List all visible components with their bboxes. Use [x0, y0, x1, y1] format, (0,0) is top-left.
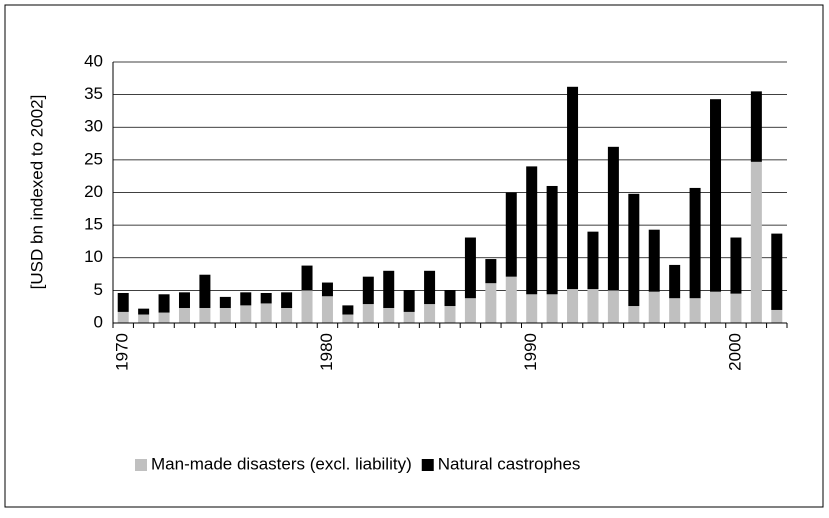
- bar-segment: [321, 282, 333, 297]
- x-tick-label: 2000: [725, 333, 744, 371]
- bar-segment: [526, 294, 538, 323]
- bar-segment: [301, 265, 313, 291]
- bar-segment: [607, 290, 619, 323]
- bar-segment: [710, 291, 722, 323]
- bar-segment: [587, 289, 599, 323]
- bar-segment: [178, 292, 190, 308]
- bar-segment: [403, 311, 415, 323]
- x-tick-label: 1990: [521, 333, 540, 371]
- bar-segment: [281, 292, 293, 308]
- y-tick-label: 25: [84, 149, 103, 168]
- bar-segment: [464, 237, 476, 299]
- bar-segment: [628, 193, 640, 307]
- frame: [4, 4, 824, 508]
- bar-segment: [771, 233, 783, 310]
- bar-segment: [321, 296, 333, 323]
- bar-segment: [669, 298, 681, 323]
- bar-segment: [485, 283, 497, 323]
- bar-segment: [669, 264, 681, 299]
- bar-segment: [158, 312, 170, 323]
- bar-segment: [138, 314, 150, 323]
- bar-segment: [362, 276, 374, 305]
- bar-segment: [526, 166, 538, 295]
- bar-segment: [607, 146, 619, 291]
- bar-segment: [730, 237, 742, 294]
- legend-swatch: [135, 459, 147, 471]
- legend-label: Man-made disasters (excl. liability): [151, 454, 412, 473]
- y-tick-label: 5: [94, 280, 103, 299]
- bar-segment: [260, 292, 272, 304]
- y-tick-label: 10: [84, 247, 103, 266]
- bar-segment: [362, 304, 374, 323]
- bar-segment: [178, 307, 190, 323]
- bar-segment: [587, 231, 599, 290]
- bar-segment: [301, 290, 313, 323]
- bar-segment: [424, 304, 436, 323]
- bar-segment: [424, 270, 436, 305]
- bar-segment: [199, 274, 211, 308]
- y-tick-label: 35: [84, 84, 103, 103]
- bar-segment: [567, 289, 579, 323]
- x-tick-label: 1970: [113, 333, 132, 371]
- bar-segment: [383, 270, 395, 308]
- bar-segment: [444, 290, 456, 307]
- bar-segment: [199, 307, 211, 323]
- x-tick-label: 1980: [317, 333, 336, 371]
- bar-segment: [158, 294, 170, 313]
- bar-segment: [750, 161, 762, 323]
- bar-segment: [464, 298, 476, 323]
- bar-segment: [567, 86, 579, 290]
- y-tick-label: 30: [84, 117, 103, 136]
- bar-segment: [260, 303, 272, 323]
- y-tick-label: 20: [84, 182, 103, 201]
- bar-segment: [628, 306, 640, 323]
- bar-segment: [444, 306, 456, 323]
- y-tick-label: 0: [94, 312, 103, 331]
- bar-segment: [546, 185, 558, 295]
- bar-segment: [219, 296, 231, 308]
- bar-segment: [648, 229, 660, 292]
- bar-segment: [485, 259, 497, 284]
- bar-segment: [648, 291, 660, 323]
- bar-segment: [240, 292, 252, 306]
- bar-segment: [117, 311, 129, 323]
- bar-segment: [403, 290, 415, 312]
- bar-segment: [710, 99, 722, 292]
- bar-segment: [730, 293, 742, 323]
- bar-segment: [342, 314, 354, 323]
- bar-segment: [383, 307, 395, 323]
- bar-segment: [219, 307, 231, 323]
- bar-segment: [281, 307, 293, 323]
- bar-segment: [771, 309, 783, 323]
- legend-swatch: [421, 459, 434, 471]
- bar-segment: [750, 91, 762, 162]
- bar-segment: [240, 305, 252, 323]
- bar-segment: [342, 305, 354, 315]
- bar-segment: [546, 294, 558, 323]
- bar-segment: [689, 187, 701, 299]
- legend-label: Natural castrophes: [438, 454, 581, 473]
- bar-segment: [117, 292, 129, 312]
- bar-segment: [689, 298, 701, 323]
- bar-segment: [505, 276, 517, 323]
- bar-segment: [505, 192, 517, 277]
- y-tick-label: 15: [84, 215, 103, 234]
- bar-segment: [138, 308, 150, 315]
- y-axis-label: [USD bn indexed to 2002]: [27, 95, 46, 290]
- y-tick-label: 40: [84, 51, 103, 70]
